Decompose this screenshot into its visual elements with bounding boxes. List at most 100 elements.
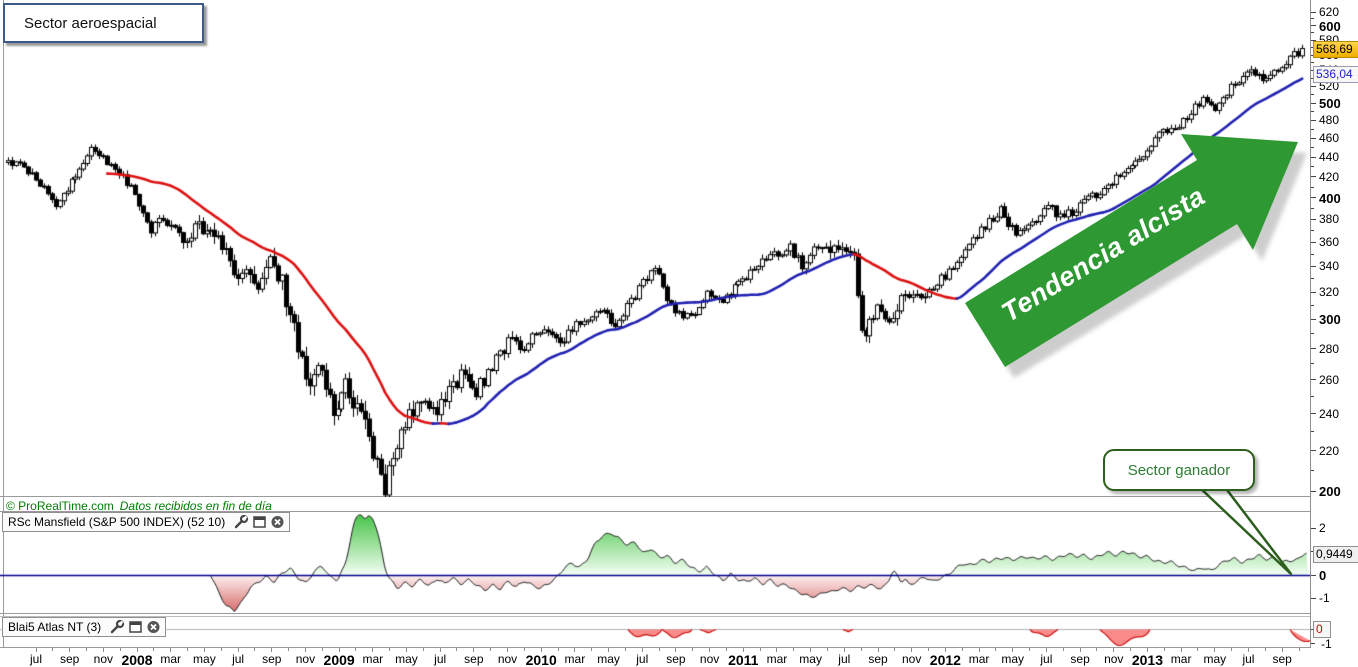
time-axis-tick <box>372 648 373 652</box>
rsc-axis-tick <box>1311 528 1316 529</box>
time-axis-tick <box>844 648 845 652</box>
time-axis-tick <box>894 648 895 651</box>
time-axis-tick <box>574 648 575 652</box>
price-axis-tick <box>1311 219 1316 220</box>
time-axis-tick <box>254 648 255 651</box>
time-axis-label: may <box>799 652 822 666</box>
time-axis-tick <box>1096 648 1097 651</box>
time-axis-label: 2010 <box>525 652 557 667</box>
price-axis-tick <box>1311 396 1314 397</box>
atlas-panel-title: Blai5 Atlas NT (3) <box>8 620 102 634</box>
time-axis-tick <box>86 648 87 651</box>
instrument-title-box[interactable]: Sector aeroespacial <box>3 3 204 43</box>
trend-arrow-shape <box>965 134 1298 367</box>
time-axis-tick <box>675 648 676 652</box>
price-axis-tick <box>1311 208 1314 209</box>
time-axis-tick <box>238 648 239 652</box>
time-axis-tick <box>608 648 609 652</box>
price-axis-tick <box>1311 94 1314 95</box>
rsc-axis-tick <box>1311 575 1316 576</box>
time-axis-tick <box>440 648 441 652</box>
time-axis-tick <box>541 648 542 652</box>
time-axis-label: 2011 <box>728 652 759 667</box>
price-axis-label: 400 <box>1319 190 1341 206</box>
price-axis-tick <box>1311 292 1316 293</box>
time-axis-tick <box>810 648 811 652</box>
time-axis-tick <box>591 648 592 651</box>
price-axis-tick <box>1311 12 1316 13</box>
price-axis-tick <box>1311 450 1316 451</box>
price-axis-tick <box>1311 305 1314 306</box>
close-icon[interactable] <box>270 515 285 529</box>
time-axis-tick <box>1130 648 1131 651</box>
time-axis-label: sep <box>59 652 80 666</box>
price-axis-label: 280 <box>1319 341 1340 356</box>
time-axis-tick <box>288 648 289 651</box>
time-axis-tick <box>524 648 525 651</box>
time-axis-label: 2009 <box>323 652 355 667</box>
rsc-axis-tick <box>1311 551 1314 552</box>
window-icon[interactable] <box>252 515 267 529</box>
atlas-nt-chart[interactable] <box>0 617 1310 647</box>
time-axis-tick <box>339 648 340 652</box>
time-axis-label: nov <box>497 652 518 666</box>
rsc-axis-label: -1 <box>1319 591 1330 606</box>
time-axis-tick <box>995 648 996 651</box>
wrench-icon[interactable] <box>234 515 249 529</box>
price-axis-tick <box>1311 18 1314 19</box>
time-axis-tick <box>861 648 862 651</box>
atlas-value-tag: 0 <box>1313 621 1331 638</box>
price-axis-tick <box>1311 379 1316 380</box>
time-axis-label: jul <box>838 652 851 666</box>
close-icon[interactable] <box>146 620 161 634</box>
time-axis-tick <box>322 648 323 651</box>
time-axis-tick <box>1282 648 1283 652</box>
time-axis-label: jul <box>29 652 43 666</box>
price-axis-label: 440 <box>1319 150 1340 165</box>
price-axis-label: 480 <box>1319 113 1340 128</box>
rsc-value-tag: 0,9449 <box>1313 546 1358 563</box>
time-axis-label: 2013 <box>1131 652 1164 667</box>
price-axis-tick <box>1311 363 1314 364</box>
rsc-panel-header: RSc Mansfield (S&P 500 INDEX) (52 10) <box>2 512 291 532</box>
time-axis-tick <box>305 648 306 652</box>
price-axis-tick <box>1311 120 1316 121</box>
time-axis-label: jul <box>232 652 245 666</box>
price-axis-tick <box>1311 176 1316 177</box>
time-axis-label: 2008 <box>121 652 153 667</box>
price-axis-label: 300 <box>1319 312 1341 328</box>
time-axis-label: sep <box>1272 652 1292 666</box>
time-axis-tick <box>1299 648 1300 651</box>
atlas-axis-label: -1 <box>1321 637 1332 651</box>
time-axis-tick <box>1029 648 1030 651</box>
price-axis-tick <box>1311 138 1316 139</box>
price-axis-tick <box>1311 254 1314 255</box>
panel-divider <box>0 511 1358 512</box>
copyright-note: Datos recibidos en fin de día <box>119 499 272 513</box>
time-axis-tick <box>52 648 53 651</box>
time-axis-tick <box>1265 648 1266 651</box>
time-axis-tick <box>709 648 710 652</box>
time-axis-tick <box>1214 648 1215 652</box>
time-axis-label: jul <box>1040 652 1053 666</box>
time-axis-tick <box>1012 648 1013 652</box>
price-axis-tick <box>1311 187 1314 188</box>
time-axis-tick <box>1147 648 1148 652</box>
wrench-icon[interactable] <box>110 620 125 634</box>
time-axis[interactable]: jul sep nov 2008 mar may jul sep nov 2009 mar may ju… <box>0 648 1358 667</box>
time-axis-label: jul <box>1242 652 1255 666</box>
time-axis-tick <box>490 648 491 651</box>
window-icon[interactable] <box>128 620 143 634</box>
price-axis-tick <box>1311 319 1316 320</box>
price-axis[interactable]: 568,69 536,04 0,9449 0 -1 200 220 240 260 28… <box>1310 0 1358 651</box>
time-axis-tick <box>878 648 879 652</box>
time-axis-tick <box>36 648 37 652</box>
time-axis-tick <box>1164 648 1165 651</box>
price-axis-tick <box>1311 62 1314 63</box>
time-axis-label: sep <box>1070 652 1090 666</box>
time-axis-tick <box>137 648 138 652</box>
price-axis-label: 600 <box>1319 18 1341 34</box>
time-axis-tick <box>406 648 407 652</box>
price-axis-tick <box>1311 47 1314 48</box>
